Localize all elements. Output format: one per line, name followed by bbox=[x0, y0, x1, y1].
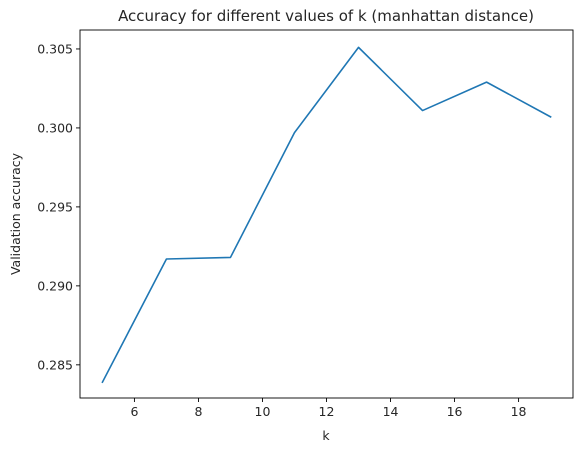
series-layer bbox=[101, 46, 552, 384]
series-line bbox=[101, 46, 552, 384]
y-tick-label: 0.300 bbox=[37, 120, 73, 135]
y-axis-label: Validation accuracy bbox=[8, 152, 23, 275]
y-tick-label: 0.295 bbox=[37, 199, 73, 214]
x-tick-label: 8 bbox=[194, 404, 202, 419]
chart-title: Accuracy for different values of k (manh… bbox=[118, 7, 534, 25]
y-axis: 0.285 0.290 0.295 0.300 0.305 bbox=[37, 41, 80, 372]
x-tick-label: 16 bbox=[447, 404, 463, 419]
y-tick-label: 0.305 bbox=[37, 41, 73, 56]
y-tick-label: 0.290 bbox=[37, 278, 73, 293]
x-tick-label: 6 bbox=[130, 404, 138, 419]
x-tick-label: 10 bbox=[255, 404, 271, 419]
y-tick-label: 0.285 bbox=[37, 357, 73, 372]
x-axis-label: k bbox=[322, 428, 330, 443]
x-tick-label: 14 bbox=[383, 404, 399, 419]
x-tick-label: 12 bbox=[319, 404, 335, 419]
x-tick-label: 18 bbox=[511, 404, 527, 419]
x-axis: 6 8 10 12 14 16 18 bbox=[130, 398, 527, 419]
